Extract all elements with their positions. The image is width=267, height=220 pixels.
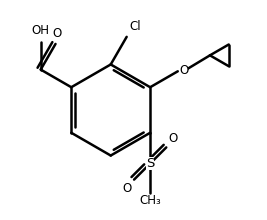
Text: Cl: Cl [129,20,140,33]
Text: O: O [179,64,188,77]
Text: O: O [52,27,61,40]
Text: O: O [123,182,132,195]
Text: O: O [168,132,178,145]
Text: S: S [146,157,154,170]
Text: OH: OH [32,24,50,37]
Text: CH₃: CH₃ [139,194,161,207]
